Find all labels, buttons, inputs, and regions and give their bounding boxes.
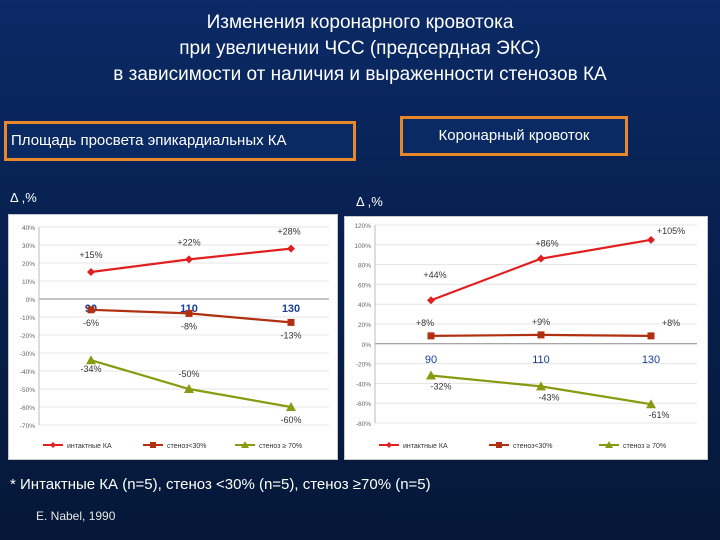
data-label: -6% xyxy=(83,318,99,328)
left-chart-panel: 40% 30% 20% 10% 0% -10% -20% -30% -40% -50% -60% -7… xyxy=(8,214,338,460)
y-tick-label: -80% xyxy=(356,421,371,428)
legend-marker xyxy=(50,442,56,448)
y-tick-label: 60% xyxy=(358,282,371,289)
y-tick-label: 30% xyxy=(22,243,35,250)
y-tick-label: 80% xyxy=(358,263,371,270)
y-tick-label: 40% xyxy=(22,225,35,232)
source-citation: E. Nabel, 1990 xyxy=(36,509,116,523)
data-label: +9% xyxy=(532,317,550,327)
legend-marker xyxy=(150,442,156,448)
legend-marker xyxy=(496,442,502,448)
data-label: +86% xyxy=(535,239,558,249)
legend-label: интактные КА xyxy=(403,443,448,450)
y-tick-label: 20% xyxy=(358,322,371,329)
y-tick-label: -60% xyxy=(20,405,35,412)
y-tick-label: -20% xyxy=(356,362,371,369)
data-point xyxy=(427,332,435,340)
legend-label: стеноз<30% xyxy=(513,443,553,450)
category-label: 130 xyxy=(642,354,660,366)
right-chart-label-box: Коронарный кровоток xyxy=(400,116,628,156)
data-point xyxy=(184,384,194,393)
y-tick-label: -20% xyxy=(20,333,35,340)
data-label: +8% xyxy=(662,318,680,328)
data-label: -60% xyxy=(280,415,301,425)
data-label: +15% xyxy=(79,250,102,260)
data-point xyxy=(86,355,96,365)
y-tick-label: -70% xyxy=(20,423,35,430)
right-chart-panel: 120% 100% 80% 60% 40% 20% 0% -20% -40% -60% -80% 90… xyxy=(344,216,708,460)
right-line-chart: 120% 100% 80% 60% 40% 20% 0% -20% -40% -60% -80% 90… xyxy=(354,223,697,450)
title-line-1: Изменения коронарного кровотока xyxy=(206,12,514,33)
legend-label: стеноз<30% xyxy=(167,443,207,450)
data-label: -8% xyxy=(181,321,197,331)
y-tick-label: -30% xyxy=(20,351,35,358)
data-point xyxy=(537,331,545,339)
data-point xyxy=(286,402,296,411)
y-tick-label: 0% xyxy=(362,342,372,349)
y-tick-label: -40% xyxy=(356,381,371,388)
category-label: 90 xyxy=(425,354,437,366)
y-tick-label: -40% xyxy=(20,369,35,376)
data-label: -43% xyxy=(538,392,559,402)
category-label: 130 xyxy=(282,303,300,315)
data-point xyxy=(87,268,95,276)
category-label: 110 xyxy=(532,354,550,366)
data-point xyxy=(87,306,95,314)
data-label: -50% xyxy=(178,369,199,379)
title-line-2: при увеличении ЧСС (предсердная ЭКС) xyxy=(179,38,541,59)
y-tick-label: 120% xyxy=(354,223,371,230)
left-chart-label-box: Площадь просвета эпикардиальных КА xyxy=(4,121,356,161)
y-tick-label: 20% xyxy=(22,261,35,268)
category-label: 110 xyxy=(180,303,198,315)
legend-label: стеноз ≥ 70% xyxy=(623,443,666,450)
data-point xyxy=(185,309,193,317)
data-label: -32% xyxy=(430,381,451,391)
data-label: +22% xyxy=(177,237,200,247)
y-tick-label: -50% xyxy=(20,387,35,394)
data-label: +44% xyxy=(423,270,446,280)
series-line-0 xyxy=(430,238,652,302)
series-line-2 xyxy=(90,359,292,409)
data-label: -34% xyxy=(80,364,101,374)
data-point xyxy=(647,235,655,244)
y-tick-label: 100% xyxy=(354,243,371,250)
y-tick-label: 0% xyxy=(26,297,36,304)
data-point xyxy=(647,332,655,340)
left-delta-label: Δ ,% xyxy=(10,190,37,205)
slide-title: Изменения коронарного кровотока при увел… xyxy=(0,10,720,88)
legend-label: стеноз ≥ 70% xyxy=(259,443,302,450)
title-line-3: в зависимости от наличия и выраженности … xyxy=(113,64,607,85)
data-label: +8% xyxy=(416,318,434,328)
data-label: +28% xyxy=(277,227,300,237)
data-point xyxy=(646,399,656,409)
y-tick-label: -10% xyxy=(20,315,35,322)
legend-marker xyxy=(241,441,249,448)
data-label: -61% xyxy=(648,410,669,420)
y-tick-label: 40% xyxy=(358,302,371,309)
right-chart-label: Коронарный кровоток xyxy=(438,127,590,144)
legend-label: интактные КА xyxy=(67,443,112,450)
y-tick-label: 10% xyxy=(22,279,35,286)
y-tick-label: -60% xyxy=(356,401,371,408)
data-point xyxy=(426,370,436,380)
data-label: +105% xyxy=(657,226,685,236)
data-point xyxy=(536,381,546,391)
data-point xyxy=(537,254,545,263)
data-label: -13% xyxy=(280,330,301,340)
legend-marker xyxy=(605,441,613,448)
data-point xyxy=(185,255,193,264)
data-point xyxy=(287,318,295,326)
legend-marker xyxy=(386,442,392,448)
data-point xyxy=(427,296,435,305)
footnote: * Интактные КА (n=5), стеноз <30% (n=5),… xyxy=(10,476,431,493)
right-delta-label: Δ ,% xyxy=(356,194,383,209)
data-point xyxy=(287,244,295,253)
left-line-chart: 40% 30% 20% 10% 0% -10% -20% -30% -40% -50% -60% -7… xyxy=(20,225,329,450)
left-chart-label: Площадь просвета эпикардиальных КА xyxy=(11,132,287,149)
